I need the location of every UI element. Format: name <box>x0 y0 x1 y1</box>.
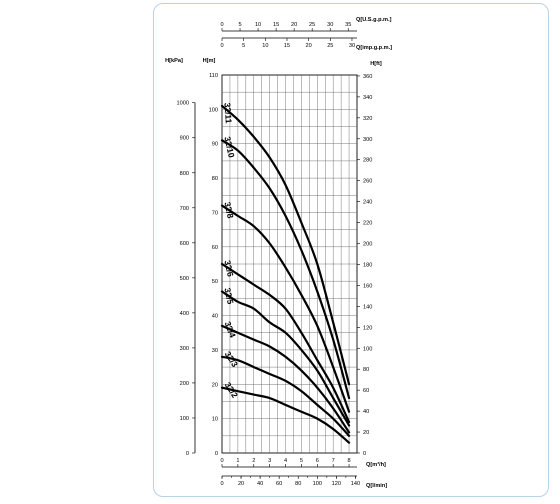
x-tick-label-m3h: 1 <box>236 458 239 464</box>
y-tick-label-ft: 180 <box>363 262 372 268</box>
curve-32-11 <box>220 104 351 386</box>
y-tick-label-ft: 300 <box>363 137 372 143</box>
x-axis-label-usgpm: Q[U.S.g.p.m.] <box>356 17 392 23</box>
y-tick-label-ft: 360 <box>363 74 372 80</box>
y-tick-label-kpa: 0 <box>186 451 189 457</box>
x-tick-label-m3h: 8 <box>347 458 350 464</box>
y-tick-label-ft: 60 <box>363 388 369 394</box>
x-tick-label-impgpm: 5 <box>242 43 245 49</box>
y-tick-label-kpa: 800 <box>180 171 189 177</box>
curve-label-32-5: 32/5 <box>222 287 235 306</box>
x-tick-label-usgpm: 25 <box>309 22 315 28</box>
y-tick-label-kpa: 500 <box>180 276 189 282</box>
x-tick-label-m3h: 6 <box>316 458 319 464</box>
y-tick-label-ft: 340 <box>363 95 372 101</box>
x-tick-label-m3h: 0 <box>220 458 223 464</box>
y-tick-label-m: 0 <box>215 451 218 457</box>
y-tick-label-ft: 220 <box>363 221 372 227</box>
x-tick-label-m3h: 2 <box>252 458 255 464</box>
curve-32-5 <box>220 290 351 427</box>
y-tick-label-m: 40 <box>212 314 218 320</box>
curve-label-32-11: 32/11 <box>222 102 233 124</box>
x-tick-label-usgpm: 5 <box>238 22 241 28</box>
y-tick-label-ft: 0 <box>363 451 366 457</box>
y-tick-label-m: 70 <box>212 210 218 216</box>
y-tick-label-kpa: 400 <box>180 311 189 317</box>
x-tick-label-lmin: 80 <box>295 481 301 487</box>
curve-32-3 <box>220 355 351 437</box>
curve-label-32-6: 32/6 <box>222 259 235 278</box>
x-tick-label-usgpm: 30 <box>327 22 333 28</box>
x-tick-label-lmin: 40 <box>257 481 263 487</box>
y-tick-label-ft: 320 <box>363 116 372 122</box>
y-tick-label-ft: 140 <box>363 304 372 310</box>
y-tick-label-m: 60 <box>212 245 218 251</box>
x-axis-label-impgpm: Q[imp.g.p.m.] <box>356 45 392 51</box>
y-tick-label-m: 90 <box>212 142 218 148</box>
y-tick-label-kpa: 600 <box>180 241 189 247</box>
x-tick-label-m3h: 3 <box>268 458 271 464</box>
y-tick-label-ft: 80 <box>363 367 369 373</box>
curve-32-4 <box>220 324 351 434</box>
y-tick-label-ft: 100 <box>363 346 372 352</box>
y-tick-label-ft: 240 <box>363 200 372 206</box>
y-tick-label-m: 80 <box>212 176 218 182</box>
x-tick-label-lmin: 100 <box>313 481 322 487</box>
x-tick-label-impgpm: 30 <box>349 43 355 49</box>
x-tick-label-usgpm: 15 <box>273 22 279 28</box>
x-axis-label-m3h: Q[m³/h] <box>366 461 386 468</box>
y-tick-label-ft: 120 <box>363 325 372 331</box>
curve-label-32-10: 32/10 <box>222 136 236 159</box>
grid <box>221 74 358 454</box>
x-tick-label-impgpm: 20 <box>306 43 312 49</box>
curve-32-10 <box>220 139 351 400</box>
axes: 0102030405060708090100110H[m]01002003004… <box>165 17 392 489</box>
x-tick-label-lmin: 60 <box>276 481 282 487</box>
y-tick-label-kpa: 100 <box>180 416 189 422</box>
x-tick-label-m3h: 7 <box>332 458 335 464</box>
x-tick-label-usgpm: 20 <box>291 22 297 28</box>
y-tick-label-m: 110 <box>209 73 218 79</box>
x-tick-label-usgpm: 10 <box>255 22 261 28</box>
curve-32-2 <box>220 386 351 444</box>
y-tick-label-m: 30 <box>212 348 218 354</box>
x-tick-label-lmin: 20 <box>238 481 244 487</box>
x-tick-label-impgpm: 10 <box>262 43 268 49</box>
x-tick-label-lmin: 120 <box>332 481 341 487</box>
y-tick-label-ft: 160 <box>363 283 372 289</box>
curve-32-6 <box>220 262 351 424</box>
curve-label-32-8: 32/8 <box>222 201 235 220</box>
y-axis-label-m: H[m] <box>203 58 216 64</box>
y-tick-label-ft: 20 <box>363 430 369 436</box>
x-tick-label-usgpm: 0 <box>220 22 223 28</box>
x-tick-label-m3h: 4 <box>284 458 287 464</box>
x-tick-label-lmin: 140 <box>351 481 360 487</box>
y-tick-label-ft: 260 <box>363 179 372 185</box>
x-tick-label-impgpm: 0 <box>220 43 223 49</box>
y-tick-label-m: 50 <box>212 279 218 285</box>
y-axis-label-kpa: H[kPa] <box>165 58 183 64</box>
curve-32-8 <box>220 204 351 413</box>
y-tick-label-kpa: 700 <box>180 206 189 212</box>
pump-curves <box>220 104 351 444</box>
y-tick-label-kpa: 1000 <box>177 101 189 107</box>
x-tick-label-m3h: 5 <box>300 458 303 464</box>
y-tick-label-kpa: 900 <box>180 136 189 142</box>
y-tick-label-ft: 200 <box>363 242 372 248</box>
y-axis-label-ft: H[ft] <box>370 61 382 67</box>
y-tick-label-ft: 40 <box>363 409 369 415</box>
y-tick-label-m: 20 <box>212 382 218 388</box>
x-axis-label-lmin: Q[l/min] <box>366 483 387 489</box>
y-tick-label-m: 100 <box>209 107 218 113</box>
x-tick-label-lmin: 0 <box>220 481 223 487</box>
y-tick-label-ft: 280 <box>363 158 372 164</box>
y-tick-label-m: 10 <box>212 417 218 423</box>
x-tick-label-impgpm: 15 <box>284 43 290 49</box>
x-tick-label-impgpm: 25 <box>327 43 333 49</box>
y-tick-label-kpa: 300 <box>180 346 189 352</box>
y-tick-label-kpa: 200 <box>180 381 189 387</box>
x-tick-label-usgpm: 35 <box>345 22 351 28</box>
